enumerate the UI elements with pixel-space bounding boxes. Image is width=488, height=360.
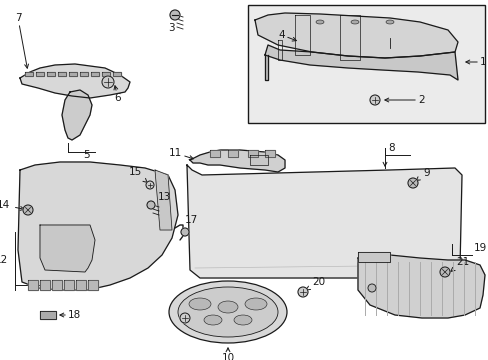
Polygon shape <box>36 72 44 76</box>
Polygon shape <box>357 255 484 318</box>
Ellipse shape <box>203 315 222 325</box>
Text: 14: 14 <box>0 200 24 210</box>
Circle shape <box>170 10 180 20</box>
Ellipse shape <box>178 287 278 337</box>
Polygon shape <box>264 45 457 80</box>
Text: 12: 12 <box>0 255 8 265</box>
Circle shape <box>439 267 449 277</box>
Polygon shape <box>357 252 389 262</box>
Polygon shape <box>64 280 74 290</box>
Polygon shape <box>186 165 461 278</box>
Circle shape <box>367 284 375 292</box>
Circle shape <box>180 313 190 323</box>
Polygon shape <box>40 311 56 319</box>
Text: 11: 11 <box>168 148 193 159</box>
Polygon shape <box>18 162 178 290</box>
Polygon shape <box>28 280 38 290</box>
Text: 8: 8 <box>387 143 394 153</box>
Circle shape <box>147 201 155 209</box>
Text: 18: 18 <box>60 310 81 320</box>
Polygon shape <box>80 72 88 76</box>
Text: 5: 5 <box>83 150 90 160</box>
Polygon shape <box>69 72 77 76</box>
Polygon shape <box>91 72 99 76</box>
Circle shape <box>297 287 307 297</box>
Ellipse shape <box>169 281 286 343</box>
Ellipse shape <box>350 20 358 24</box>
Ellipse shape <box>234 315 251 325</box>
Polygon shape <box>88 280 98 290</box>
Polygon shape <box>190 150 285 172</box>
Polygon shape <box>209 150 220 157</box>
Polygon shape <box>76 280 86 290</box>
Polygon shape <box>102 72 110 76</box>
Text: 16: 16 <box>194 307 213 317</box>
Ellipse shape <box>315 20 324 24</box>
Polygon shape <box>47 72 55 76</box>
Polygon shape <box>155 170 172 230</box>
Ellipse shape <box>385 20 393 24</box>
Text: 15: 15 <box>128 167 147 183</box>
Polygon shape <box>25 72 33 76</box>
Text: 6: 6 <box>114 86 121 103</box>
Text: 1: 1 <box>465 57 486 67</box>
Circle shape <box>407 178 417 188</box>
Text: 3: 3 <box>167 23 174 33</box>
Ellipse shape <box>244 298 266 310</box>
Polygon shape <box>58 72 66 76</box>
Text: 9: 9 <box>415 168 429 181</box>
Polygon shape <box>62 90 92 140</box>
Ellipse shape <box>218 301 238 313</box>
Polygon shape <box>264 55 267 80</box>
Ellipse shape <box>189 298 210 310</box>
Polygon shape <box>20 64 130 98</box>
Polygon shape <box>227 150 238 157</box>
Text: 20: 20 <box>305 277 325 290</box>
Polygon shape <box>247 150 258 157</box>
Circle shape <box>23 205 33 215</box>
Circle shape <box>369 95 379 105</box>
Circle shape <box>146 181 154 189</box>
Text: 13: 13 <box>158 192 171 202</box>
Bar <box>247 5 484 123</box>
Text: 2: 2 <box>384 95 424 105</box>
Text: 7: 7 <box>15 13 28 68</box>
Polygon shape <box>254 13 457 58</box>
Text: 17: 17 <box>184 215 198 225</box>
Circle shape <box>181 228 189 236</box>
Text: 21: 21 <box>450 257 468 271</box>
Text: 10: 10 <box>221 348 234 360</box>
Text: 19: 19 <box>473 243 486 253</box>
Polygon shape <box>249 155 267 165</box>
Polygon shape <box>113 72 121 76</box>
Polygon shape <box>40 225 95 272</box>
Circle shape <box>102 76 114 88</box>
Polygon shape <box>52 280 62 290</box>
Polygon shape <box>264 150 274 157</box>
Text: 4: 4 <box>278 30 296 41</box>
Polygon shape <box>40 280 50 290</box>
